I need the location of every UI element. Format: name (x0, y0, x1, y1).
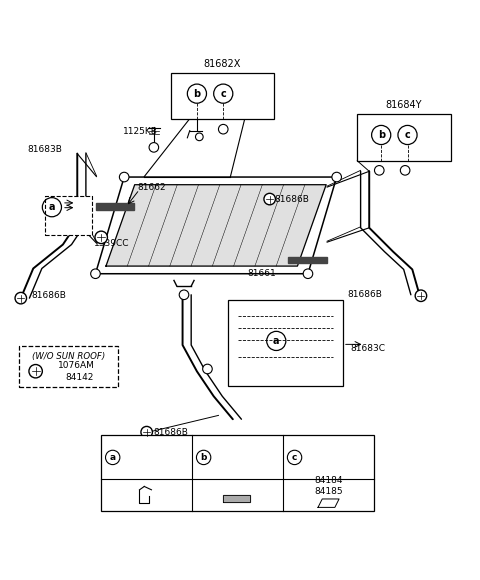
Text: 1339CC: 1339CC (94, 238, 130, 248)
Circle shape (303, 269, 313, 278)
Circle shape (149, 143, 158, 152)
Text: b: b (378, 130, 385, 140)
Bar (170, 73, 274, 119)
Circle shape (95, 231, 108, 244)
Text: 84142: 84142 (65, 372, 94, 382)
Text: a: a (273, 336, 279, 346)
Text: 81691B: 81691B (213, 453, 248, 462)
Polygon shape (288, 258, 327, 263)
Bar (228, 300, 343, 386)
Circle shape (332, 172, 341, 182)
Text: 1076AM: 1076AM (58, 361, 95, 370)
Text: b: b (193, 89, 201, 99)
Bar (19, 346, 119, 387)
Text: c: c (405, 130, 410, 140)
Bar (101, 436, 374, 511)
Text: 81683B: 81683B (27, 145, 62, 154)
Circle shape (141, 426, 153, 438)
Circle shape (400, 165, 410, 175)
Circle shape (264, 193, 276, 205)
Text: c: c (292, 453, 297, 462)
Text: 81686B: 81686B (32, 291, 67, 300)
Circle shape (374, 165, 384, 175)
Text: 81686B: 81686B (348, 290, 383, 299)
Text: a: a (48, 202, 55, 212)
Text: c: c (220, 89, 226, 99)
Text: a: a (109, 453, 116, 462)
Text: 81691C: 81691C (122, 453, 157, 462)
Text: b: b (201, 453, 207, 462)
Circle shape (91, 269, 100, 278)
Text: 81686B: 81686B (275, 194, 309, 204)
Circle shape (415, 290, 427, 302)
Text: (W/O SUN ROOF): (W/O SUN ROOF) (32, 351, 105, 361)
Text: 84184
84185: 84184 84185 (314, 476, 343, 496)
Text: 81686B: 81686B (153, 428, 188, 437)
Polygon shape (106, 184, 326, 266)
Text: 1125KB: 1125KB (123, 126, 157, 136)
Text: 81682X: 81682X (204, 59, 241, 70)
Circle shape (15, 292, 26, 304)
Bar (45, 195, 92, 235)
Circle shape (179, 290, 189, 300)
Circle shape (120, 172, 129, 182)
Circle shape (218, 124, 228, 134)
Circle shape (203, 364, 212, 374)
Text: 81661: 81661 (247, 269, 276, 278)
Text: 81662: 81662 (137, 183, 166, 191)
Polygon shape (96, 203, 134, 209)
Polygon shape (223, 495, 250, 502)
Circle shape (29, 364, 42, 378)
Circle shape (195, 133, 203, 141)
Text: 81683C: 81683C (350, 344, 385, 353)
Text: 81684Y: 81684Y (385, 100, 422, 110)
Bar (357, 114, 451, 161)
